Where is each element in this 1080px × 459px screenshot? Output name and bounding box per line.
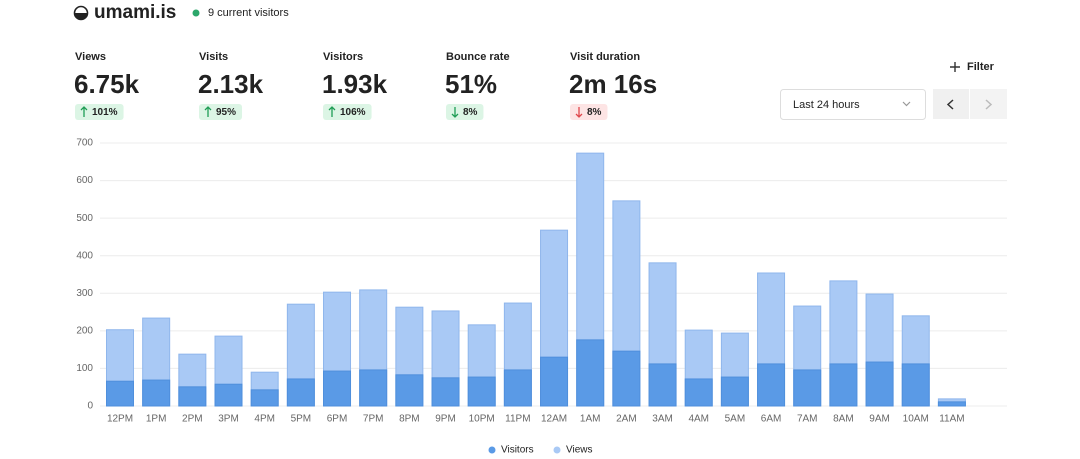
change-badge — [75, 104, 124, 120]
change-value: 95% — [216, 107, 236, 118]
x-tick-label: 12PM — [107, 414, 133, 425]
bar — [901, 363, 930, 407]
trend-arrow — [204, 106, 212, 117]
x-tick-label: 2AM — [616, 414, 637, 425]
site-title: umami.is — [94, 2, 176, 23]
x-tick-label: 1PM — [146, 414, 167, 425]
change-value: 106% — [340, 107, 366, 118]
x-tick-label: 2PM — [182, 414, 203, 425]
x-tick-label: 10AM — [903, 414, 929, 425]
bar — [503, 369, 532, 407]
x-tick-label: 3AM — [652, 414, 673, 425]
change-badge — [323, 104, 372, 120]
bar — [467, 376, 496, 407]
chart: 0 100 200 300 400 500 600 700 12PM 1PM 2PM 3PM 4PM 5P… — [76, 138, 1007, 456]
filter-label[interactable]: Filter — [967, 61, 995, 73]
trend-arrow — [575, 107, 583, 118]
x-tick-label: 9PM — [435, 414, 456, 425]
trend-arrow — [80, 106, 88, 117]
y-tick-label: 600 — [76, 175, 93, 186]
x-tick-label: 7PM — [363, 414, 384, 425]
bar — [178, 386, 207, 407]
next-button[interactable] — [970, 89, 1007, 119]
bar — [214, 383, 243, 407]
stat-value: 2m 16s — [569, 69, 657, 99]
x-tick-label: 8AM — [833, 414, 854, 425]
y-tick-label: 100 — [76, 363, 93, 374]
stat-value: 51% — [445, 69, 497, 99]
x-tick-label: 12AM — [541, 414, 567, 425]
bar — [323, 370, 352, 407]
bar — [757, 363, 786, 407]
bar — [648, 363, 677, 407]
bar — [395, 374, 424, 407]
x-tick-label: 6PM — [327, 414, 348, 425]
x-tick-label: 8PM — [399, 414, 420, 425]
bar — [684, 378, 713, 407]
stat-label: Visitors — [323, 51, 363, 63]
x-tick-label: 11PM — [505, 414, 530, 425]
bar — [431, 377, 460, 407]
bar — [142, 379, 171, 407]
stat-value: 1.93k — [322, 69, 388, 99]
current-visitors: 9 current visitors — [208, 7, 289, 19]
stat-value: 2.13k — [198, 69, 264, 99]
y-tick-label: 0 — [87, 401, 93, 412]
bar — [829, 363, 858, 407]
x-tick-label: 6AM — [761, 414, 782, 425]
bar — [576, 339, 605, 407]
x-tick-label: 3PM — [218, 414, 239, 425]
x-tick-label: 5PM — [291, 414, 312, 425]
prev-button[interactable] — [933, 89, 969, 119]
y-tick-label: 700 — [76, 138, 93, 149]
bar — [937, 401, 966, 407]
x-tick-label: 9AM — [869, 414, 890, 425]
bar — [250, 389, 279, 407]
x-tick-label: 10PM — [469, 414, 495, 425]
range-label[interactable]: Last 24 hours — [793, 99, 860, 111]
bar — [793, 369, 822, 407]
bar — [612, 350, 641, 407]
x-tick-label: 7AM — [797, 414, 818, 425]
change-value: 101% — [92, 107, 118, 118]
y-tick-label: 300 — [76, 288, 93, 299]
change-value: 8% — [463, 107, 478, 118]
bar — [865, 361, 894, 407]
y-tick-label: 400 — [76, 250, 93, 261]
stat-label: Visit duration — [570, 51, 640, 63]
bar — [720, 376, 749, 407]
stat-label: Visits — [199, 51, 228, 63]
x-tick-label: 1AM — [580, 414, 601, 425]
stat-label: Bounce rate — [446, 51, 510, 63]
trend-arrow — [451, 107, 459, 118]
y-tick-label: 200 — [76, 325, 93, 336]
range-select[interactable]: Last 24 hours — [780, 89, 926, 120]
logo — [73, 5, 89, 21]
filter-button[interactable]: Filter — [950, 61, 995, 73]
y-tick-label: 500 — [76, 213, 93, 224]
change-value: 8% — [587, 107, 602, 118]
stat-label: Views — [75, 51, 106, 63]
legend-label: Views — [566, 445, 593, 456]
x-tick-label: 4AM — [688, 414, 709, 425]
stats: Views 6.75k 101% Visits 2.13k 95% Visitors 1.93… — [74, 51, 657, 120]
stat-value: 6.75k — [74, 69, 140, 99]
bar — [286, 378, 315, 407]
live-dot — [192, 9, 200, 17]
legend-swatch — [553, 446, 561, 454]
legend-label: Visitors — [501, 445, 534, 456]
trend-arrow — [328, 106, 336, 117]
bar — [106, 380, 134, 407]
legend-swatch — [488, 446, 496, 454]
bar — [359, 369, 388, 407]
x-tick-label: 5AM — [725, 414, 746, 425]
x-tick-label: 11AM — [939, 414, 964, 425]
x-tick-label: 4PM — [254, 414, 275, 425]
bar — [540, 356, 569, 407]
